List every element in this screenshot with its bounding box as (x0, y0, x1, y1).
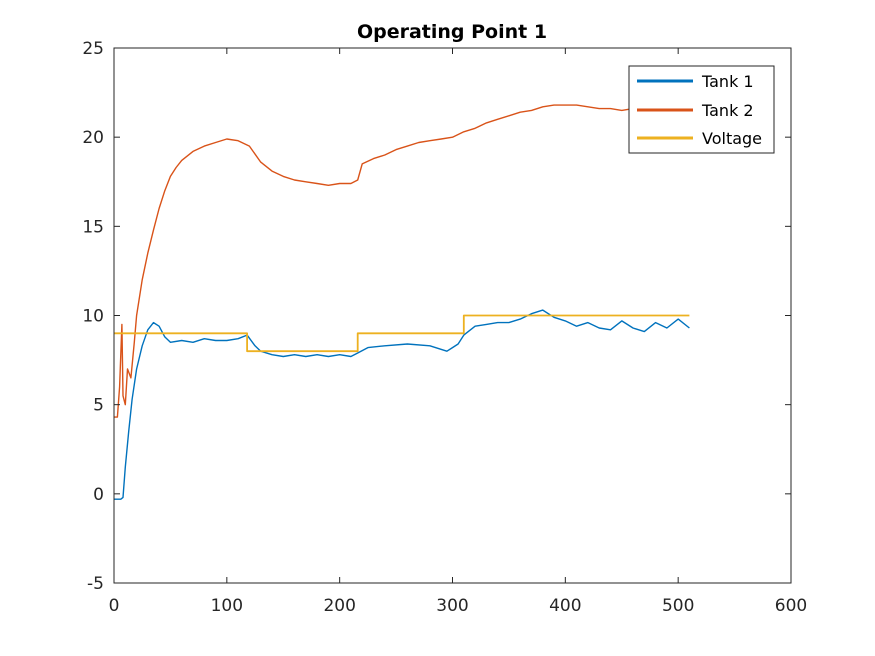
series-line-voltage (114, 314, 690, 353)
y-tick-label: 25 (82, 39, 104, 59)
y-tick-label: 0 (93, 485, 104, 505)
y-tick-label: -5 (87, 574, 104, 594)
x-tick-label: 500 (662, 596, 694, 616)
series-line-tank-2 (114, 104, 634, 418)
legend: Tank 1 Tank 2 Voltage (628, 65, 775, 154)
y-tick-label: 20 (82, 128, 104, 148)
x-tick-label: 100 (211, 596, 243, 616)
series-group (114, 104, 690, 500)
y-tick-label: 10 (82, 307, 104, 327)
x-tick-label: 200 (323, 596, 355, 616)
x-tick-label: 600 (775, 596, 807, 616)
y-tick-label: 15 (82, 217, 104, 237)
x-tick-label: 400 (549, 596, 581, 616)
chart-title: Operating Point 1 (357, 21, 547, 43)
y-axis: -5 0 5 10 15 20 25 (82, 39, 791, 594)
legend-label-tank-2: Tank 2 (701, 101, 754, 120)
x-axis: 0 100 200 300 400 500 600 (109, 48, 807, 616)
legend-label-tank-1: Tank 1 (701, 72, 754, 91)
legend-label-voltage: Voltage (702, 129, 762, 148)
x-tick-label: 0 (109, 596, 120, 616)
y-tick-label: 5 (93, 396, 104, 416)
series-line-tank-1 (114, 309, 690, 500)
x-tick-label: 300 (436, 596, 468, 616)
